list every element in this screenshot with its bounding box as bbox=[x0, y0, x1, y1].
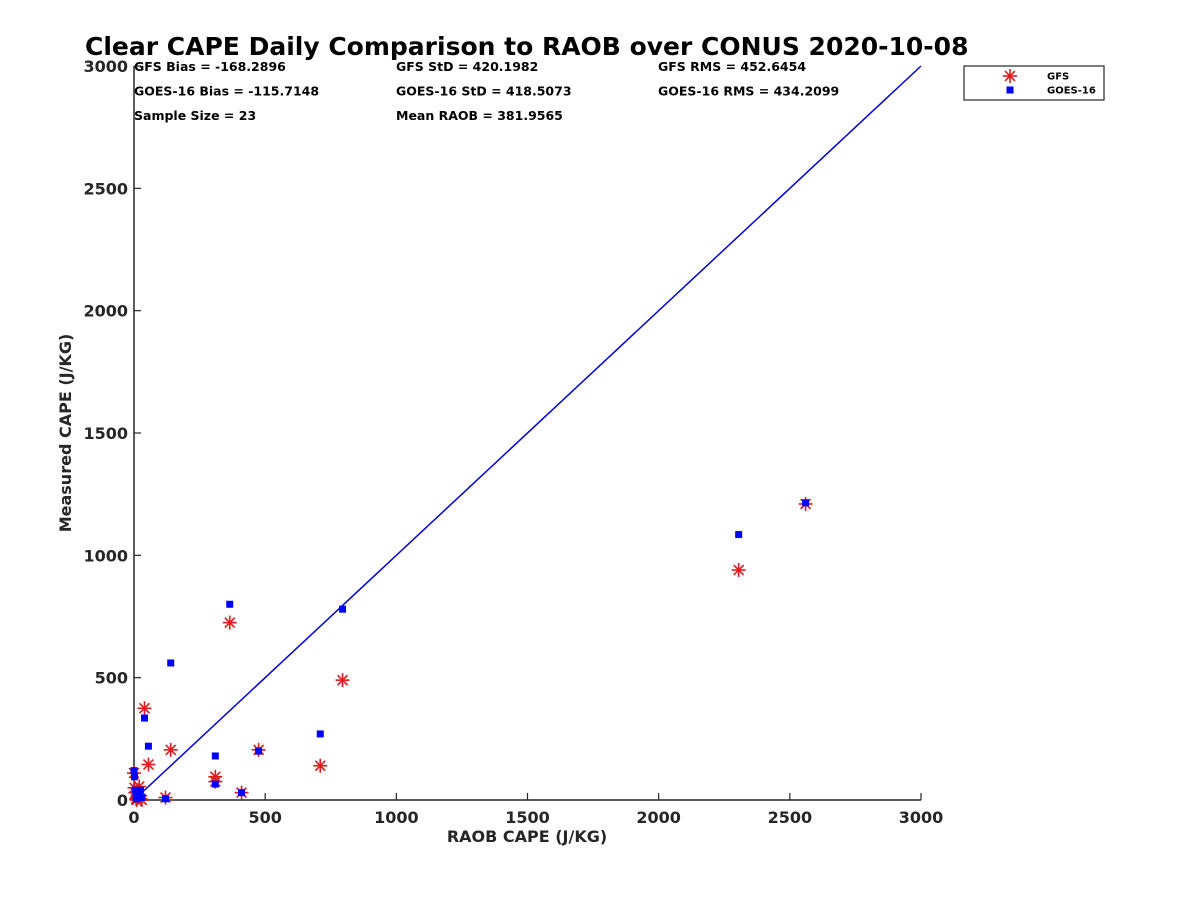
y-tick-label: 1500 bbox=[83, 424, 128, 443]
stat-text: GOES-16 RMS = 434.2099 bbox=[658, 84, 839, 99]
stat-text: GOES-16 StD = 418.5073 bbox=[396, 84, 572, 99]
stat-text: GFS StD = 420.1982 bbox=[396, 59, 538, 74]
data-point-goes16 bbox=[339, 605, 347, 613]
chart-title: Clear CAPE Daily Comparison to RAOB over… bbox=[85, 32, 968, 61]
stat-text: GFS RMS = 452.6454 bbox=[658, 59, 806, 74]
x-tick-label: 2500 bbox=[768, 808, 813, 827]
series-gfs bbox=[127, 496, 813, 807]
data-point-goes16 bbox=[140, 714, 148, 722]
data-point-goes16 bbox=[137, 786, 145, 794]
axes: 0 500 1000 1500 2000 2500 3000 0 500 1000 1500 2000… bbox=[83, 57, 943, 827]
plot-area bbox=[133, 65, 922, 801]
data-point-goes16 bbox=[131, 773, 139, 781]
legend-box bbox=[963, 65, 1105, 101]
data-point-goes16 bbox=[144, 742, 152, 750]
data-point-gfs bbox=[141, 757, 156, 772]
legend-marker-goes16 bbox=[1006, 86, 1014, 94]
y-tick-label: 1000 bbox=[83, 546, 128, 565]
legend-marker-gfs bbox=[1003, 69, 1017, 83]
data-point-gfs bbox=[313, 758, 328, 773]
data-point-goes16 bbox=[316, 730, 324, 738]
y-tick-label: 0 bbox=[117, 791, 128, 810]
data-point-gfs bbox=[335, 673, 350, 688]
x-tick-label: 1000 bbox=[374, 808, 419, 827]
y-tick-label: 500 bbox=[95, 669, 128, 688]
data-point-goes16 bbox=[255, 747, 263, 755]
x-tick-label: 0 bbox=[128, 808, 139, 827]
data-point-goes16 bbox=[130, 767, 138, 775]
data-point-goes16 bbox=[802, 499, 810, 507]
x-axis-label: RAOB CAPE (J/KG) bbox=[447, 827, 607, 846]
series-goes-16 bbox=[130, 499, 810, 803]
y-tick-label: 2000 bbox=[83, 302, 128, 321]
stat-text: Mean RAOB = 381.9565 bbox=[396, 108, 563, 123]
one-to-one-line bbox=[133, 65, 922, 801]
data-point-goes16 bbox=[167, 659, 175, 667]
data-point-goes16 bbox=[211, 780, 219, 788]
data-point-gfs bbox=[137, 701, 152, 716]
data-point-goes16 bbox=[161, 795, 169, 803]
legend: GFS GOES-16 bbox=[963, 65, 1105, 101]
data-point-goes16 bbox=[238, 789, 246, 797]
x-tick-label: 3000 bbox=[899, 808, 944, 827]
data-point-gfs bbox=[222, 615, 237, 630]
y-tick-label: 3000 bbox=[83, 57, 128, 76]
data-point-goes16 bbox=[735, 531, 743, 539]
legend-label: GOES-16 bbox=[1047, 86, 1096, 97]
stats-block: GFS Bias = -168.2896 GFS StD = 420.1982 GF… bbox=[134, 59, 839, 123]
stat-text: Sample Size = 23 bbox=[134, 108, 256, 123]
stat-text: GOES-16 Bias = -115.7148 bbox=[134, 84, 319, 99]
data-point-goes16 bbox=[138, 794, 146, 802]
data-point-goes16 bbox=[131, 786, 139, 794]
data-points bbox=[127, 496, 813, 807]
x-tick-label: 2000 bbox=[636, 808, 681, 827]
x-tick-label: 1500 bbox=[505, 808, 550, 827]
legend-label: GFS bbox=[1047, 72, 1069, 83]
data-point-gfs bbox=[731, 563, 746, 578]
data-point-goes16 bbox=[226, 600, 234, 608]
stat-text: GFS Bias = -168.2896 bbox=[134, 59, 286, 74]
data-point-goes16 bbox=[133, 795, 141, 803]
y-tick-label: 2500 bbox=[83, 179, 128, 198]
y-axis-label: Measured CAPE (J/KG) bbox=[56, 334, 75, 533]
x-tick-label: 500 bbox=[248, 808, 281, 827]
data-point-goes16 bbox=[211, 752, 219, 760]
data-point-gfs bbox=[163, 742, 178, 757]
